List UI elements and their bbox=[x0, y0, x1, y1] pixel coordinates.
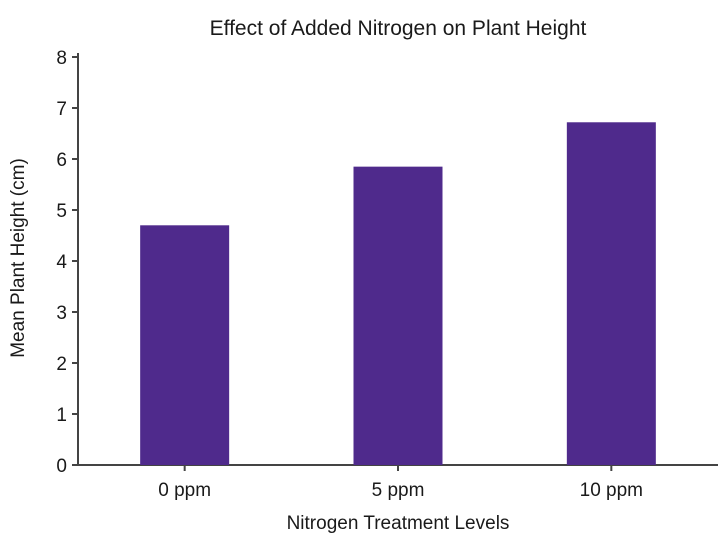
y-tick-label: 0 bbox=[56, 456, 67, 477]
y-tick-label: 5 bbox=[56, 201, 67, 222]
x-tick-label: 0 ppm bbox=[158, 480, 211, 501]
y-tick-label: 2 bbox=[56, 354, 67, 375]
bar-5-ppm bbox=[353, 166, 443, 465]
chart-title: Effect of Added Nitrogen on Plant Height bbox=[210, 17, 587, 40]
x-axis-label: Nitrogen Treatment Levels bbox=[287, 513, 510, 534]
y-tick-label: 8 bbox=[56, 48, 67, 69]
x-tick-label: 10 ppm bbox=[580, 480, 643, 501]
bar-0-ppm bbox=[140, 225, 230, 465]
y-tick-label: 6 bbox=[56, 150, 67, 171]
bar-10-ppm bbox=[566, 122, 656, 465]
y-tick-label: 1 bbox=[56, 405, 67, 426]
plot-area: 0 1 2 3 4 5 6 7 8 0 ppm 5 ppm 10 ppm bbox=[56, 48, 718, 501]
y-axis-label: Mean Plant Height (cm) bbox=[8, 158, 29, 358]
y-tick-label: 7 bbox=[56, 99, 67, 120]
x-tick-label: 5 ppm bbox=[372, 480, 425, 501]
y-tick-label: 4 bbox=[56, 252, 67, 273]
y-tick-label: 3 bbox=[56, 303, 67, 324]
